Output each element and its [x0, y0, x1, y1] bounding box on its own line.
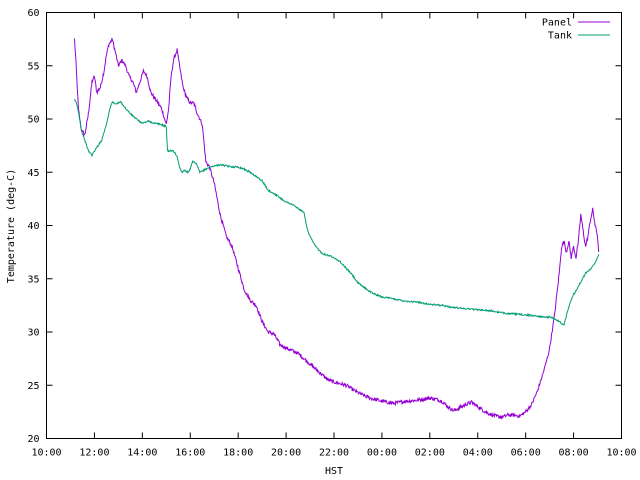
x-tick-label: 18:00 — [223, 448, 253, 459]
y-tick-label: 25 — [27, 381, 39, 392]
y-tick-label: 50 — [27, 115, 39, 126]
y-tick-label: 60 — [27, 8, 39, 19]
series-line-panel — [74, 37, 600, 420]
x-tick-label: 04:00 — [463, 448, 493, 459]
x-tick-label: 02:00 — [415, 448, 445, 459]
x-tick-label: 00:00 — [367, 448, 397, 459]
x-tick-label: 06:00 — [511, 448, 541, 459]
y-axis: 20 25 30 35 40 45 50 55 60 — [27, 8, 622, 445]
y-tick-label: 30 — [27, 328, 39, 339]
x-tick-label: 12:00 — [79, 448, 109, 459]
x-tick-label: 16:00 — [175, 448, 205, 459]
x-tick-label: 22:00 — [319, 448, 349, 459]
x-tick-label: 20:00 — [271, 448, 301, 459]
y-axis-label: Temperature (deg-C) — [6, 169, 17, 283]
series-line-tank — [74, 98, 600, 326]
y-tick-label: 45 — [27, 168, 39, 179]
y-tick-label: 35 — [27, 274, 39, 285]
y-tick-label: 40 — [27, 221, 39, 232]
plot-border — [46, 12, 622, 439]
x-axis-label: HST — [325, 466, 343, 477]
legend-label-panel: Panel — [542, 18, 572, 29]
legend: Panel Tank — [542, 18, 610, 42]
x-tick-label: 10:00 — [31, 448, 61, 459]
x-tick-label: 14:00 — [127, 448, 157, 459]
y-tick-label: 20 — [27, 434, 39, 445]
x-tick-label: 08:00 — [559, 448, 589, 459]
series-layer — [74, 37, 600, 420]
x-tick-label: 10:00 — [606, 448, 636, 459]
y-tick-label: 55 — [27, 61, 39, 72]
legend-label-tank: Tank — [548, 31, 572, 42]
